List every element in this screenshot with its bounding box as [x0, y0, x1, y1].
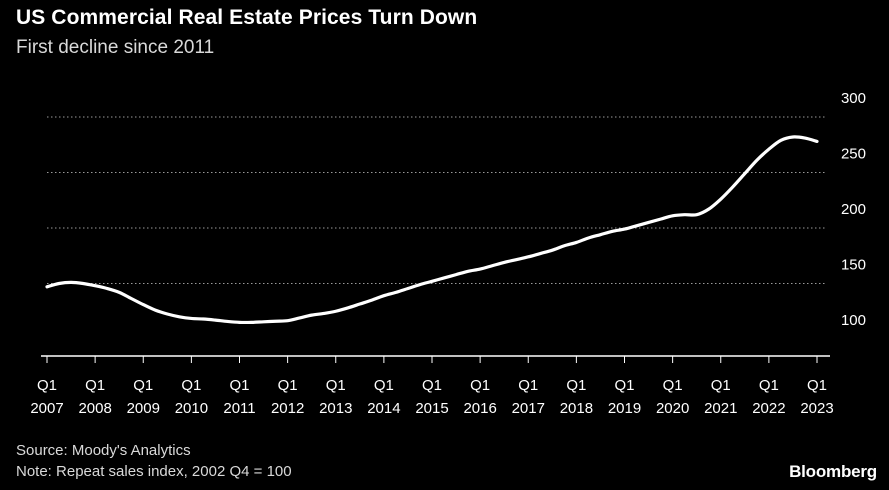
x-tick-quarter-2008: Q1: [85, 377, 105, 394]
gridlines: [41, 116, 830, 363]
x-tick-year-2016: 2016: [463, 400, 496, 417]
x-tick-quarter-2021: Q1: [711, 377, 731, 394]
x-tick-quarter-2017: Q1: [518, 377, 538, 394]
y-tick-label-300: 300: [841, 90, 866, 107]
source-note: Source: Moody's Analytics: [16, 442, 191, 459]
bloomberg-logo: Bloomberg: [789, 462, 877, 481]
x-tick-quarter-2015: Q1: [422, 377, 442, 394]
y-tick-label-150: 150: [841, 257, 866, 274]
x-tick-quarter-2013: Q1: [326, 377, 346, 394]
x-tick-year-2020: 2020: [656, 400, 689, 417]
series-line-0: [45, 135, 819, 325]
x-tick-year-2007: 2007: [30, 400, 63, 417]
y-tick-label-100: 100: [841, 312, 866, 329]
x-tick-year-2014: 2014: [367, 400, 400, 417]
x-tick-year-2023: 2023: [800, 400, 833, 417]
x-tick-quarter-2023: Q1: [807, 377, 827, 394]
x-tick-quarter-2019: Q1: [614, 377, 634, 394]
y-tick-label-250: 250: [841, 146, 866, 163]
y-axis-tick-labels: 100 150 200 250 300: [841, 90, 866, 329]
x-tick-quarter-2014: Q1: [374, 377, 394, 394]
x-tick-quarter-2007: Q1: [37, 377, 57, 394]
x-tick-quarter-2010: Q1: [181, 377, 201, 394]
x-tick-year-2017: 2017: [512, 400, 545, 417]
x-tick-year-2019: 2019: [608, 400, 641, 417]
x-tick-year-2018: 2018: [560, 400, 593, 417]
y-tick-label-200: 200: [841, 201, 866, 218]
x-tick-year-2009: 2009: [127, 400, 160, 417]
x-tick-year-2022: 2022: [752, 400, 785, 417]
x-axis-tick-labels: Q1 2007 Q1 2008 Q1 2009 Q1 2010 Q1 2011 Q1 2012 Q1 20…: [30, 377, 833, 417]
x-tick-year-2008: 2008: [78, 400, 111, 417]
x-tick-year-2013: 2013: [319, 400, 352, 417]
x-tick-quarter-2022: Q1: [759, 377, 779, 394]
x-tick-quarter-2009: Q1: [133, 377, 153, 394]
x-tick-year-2015: 2015: [415, 400, 448, 417]
x-tick-quarter-2011: Q1: [229, 377, 249, 394]
x-tick-year-2010: 2010: [175, 400, 208, 417]
chart-subtitle: First decline since 2011: [16, 37, 215, 58]
index-note: Note: Repeat sales index, 2002 Q4 = 100: [16, 463, 292, 480]
x-tick-quarter-2018: Q1: [566, 377, 586, 394]
x-tick-quarter-2016: Q1: [470, 377, 490, 394]
x-tick-year-2012: 2012: [271, 400, 304, 417]
line-chart: 100 150 200 250 300 Q1 2007 Q1 2008 Q1 2009 Q1 2010…: [30, 90, 866, 417]
x-tick-year-2011: 2011: [223, 400, 255, 417]
x-tick-quarter-2012: Q1: [278, 377, 298, 394]
x-tick-quarter-2020: Q1: [663, 377, 683, 394]
x-tick-year-2021: 2021: [704, 400, 737, 417]
series-layer: [45, 135, 819, 325]
chart-title: US Commercial Real Estate Prices Turn Do…: [16, 6, 478, 29]
